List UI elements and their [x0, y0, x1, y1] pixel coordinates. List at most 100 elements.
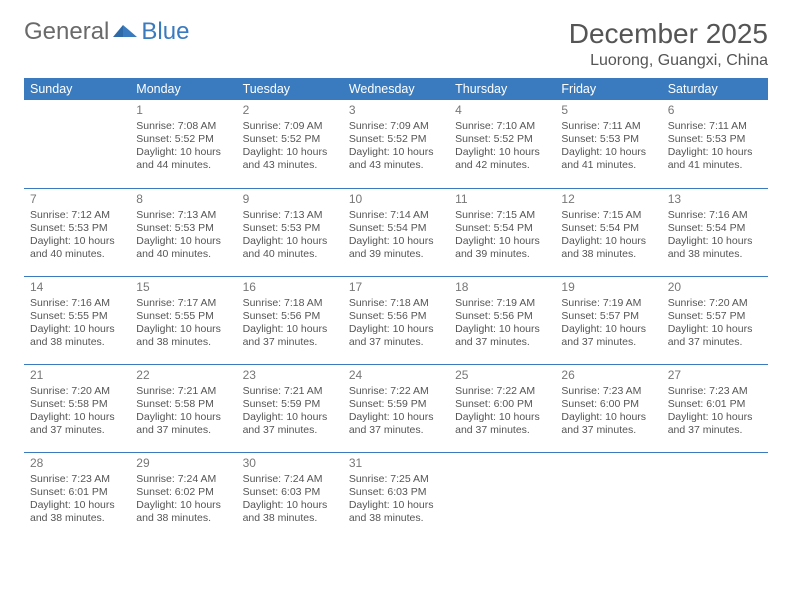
- calendar-day-cell: 9Sunrise: 7:13 AMSunset: 5:53 PMDaylight…: [237, 188, 343, 276]
- day-number: 15: [136, 280, 230, 295]
- sunrise-line: Sunrise: 7:20 AM: [668, 297, 762, 310]
- calendar-day-cell: 8Sunrise: 7:13 AMSunset: 5:53 PMDaylight…: [130, 188, 236, 276]
- daylight-line: and 40 minutes.: [136, 248, 230, 261]
- sunset-line: Sunset: 5:55 PM: [30, 310, 124, 323]
- calendar-day-cell: 10Sunrise: 7:14 AMSunset: 5:54 PMDayligh…: [343, 188, 449, 276]
- sunset-line: Sunset: 5:59 PM: [349, 398, 443, 411]
- sunset-line: Sunset: 5:52 PM: [136, 133, 230, 146]
- calendar-day-cell: 15Sunrise: 7:17 AMSunset: 5:55 PMDayligh…: [130, 276, 236, 364]
- daylight-line: and 44 minutes.: [136, 159, 230, 172]
- daylight-line: and 37 minutes.: [243, 336, 337, 349]
- day-number: 12: [561, 192, 655, 207]
- weekday-header: Thursday: [449, 78, 555, 100]
- page-title: December 2025: [569, 18, 768, 50]
- weekday-header: Saturday: [662, 78, 768, 100]
- brand-mark-icon: [113, 18, 139, 46]
- calendar-day-cell: 12Sunrise: 7:15 AMSunset: 5:54 PMDayligh…: [555, 188, 661, 276]
- sunrise-line: Sunrise: 7:13 AM: [136, 209, 230, 222]
- calendar-day-cell: 2Sunrise: 7:09 AMSunset: 5:52 PMDaylight…: [237, 100, 343, 188]
- calendar-day-cell: 3Sunrise: 7:09 AMSunset: 5:52 PMDaylight…: [343, 100, 449, 188]
- daylight-line: Daylight: 10 hours: [243, 235, 337, 248]
- day-number: 9: [243, 192, 337, 207]
- calendar-table: SundayMondayTuesdayWednesdayThursdayFrid…: [24, 78, 768, 540]
- daylight-line: Daylight: 10 hours: [136, 235, 230, 248]
- sunset-line: Sunset: 6:03 PM: [243, 486, 337, 499]
- day-number: 18: [455, 280, 549, 295]
- day-number: 30: [243, 456, 337, 471]
- sunrise-line: Sunrise: 7:25 AM: [349, 473, 443, 486]
- daylight-line: and 37 minutes.: [668, 336, 762, 349]
- daylight-line: and 39 minutes.: [349, 248, 443, 261]
- sunrise-line: Sunrise: 7:09 AM: [243, 120, 337, 133]
- calendar-day-cell: 19Sunrise: 7:19 AMSunset: 5:57 PMDayligh…: [555, 276, 661, 364]
- day-number: 27: [668, 368, 762, 383]
- daylight-line: Daylight: 10 hours: [455, 235, 549, 248]
- day-number: 19: [561, 280, 655, 295]
- sunset-line: Sunset: 5:52 PM: [243, 133, 337, 146]
- sunset-line: Sunset: 6:00 PM: [561, 398, 655, 411]
- sunset-line: Sunset: 5:59 PM: [243, 398, 337, 411]
- day-number: 1: [136, 103, 230, 118]
- daylight-line: and 38 minutes.: [136, 336, 230, 349]
- daylight-line: Daylight: 10 hours: [243, 411, 337, 424]
- day-number: 17: [349, 280, 443, 295]
- sunrise-line: Sunrise: 7:20 AM: [30, 385, 124, 398]
- sunrise-line: Sunrise: 7:13 AM: [243, 209, 337, 222]
- calendar-day-cell: 22Sunrise: 7:21 AMSunset: 5:58 PMDayligh…: [130, 364, 236, 452]
- daylight-line: and 38 minutes.: [30, 512, 124, 525]
- day-number: 16: [243, 280, 337, 295]
- daylight-line: Daylight: 10 hours: [136, 146, 230, 159]
- sunset-line: Sunset: 5:52 PM: [455, 133, 549, 146]
- day-number: 10: [349, 192, 443, 207]
- daylight-line: and 40 minutes.: [243, 248, 337, 261]
- sunrise-line: Sunrise: 7:16 AM: [668, 209, 762, 222]
- calendar-day-cell: 14Sunrise: 7:16 AMSunset: 5:55 PMDayligh…: [24, 276, 130, 364]
- calendar-day-cell: 11Sunrise: 7:15 AMSunset: 5:54 PMDayligh…: [449, 188, 555, 276]
- daylight-line: Daylight: 10 hours: [561, 235, 655, 248]
- calendar-day-cell: 25Sunrise: 7:22 AMSunset: 6:00 PMDayligh…: [449, 364, 555, 452]
- daylight-line: and 37 minutes.: [668, 424, 762, 437]
- sunset-line: Sunset: 5:54 PM: [349, 222, 443, 235]
- sunset-line: Sunset: 6:03 PM: [349, 486, 443, 499]
- sunrise-line: Sunrise: 7:23 AM: [561, 385, 655, 398]
- daylight-line: and 41 minutes.: [668, 159, 762, 172]
- sunset-line: Sunset: 5:53 PM: [668, 133, 762, 146]
- daylight-line: and 38 minutes.: [136, 512, 230, 525]
- daylight-line: and 42 minutes.: [455, 159, 549, 172]
- daylight-line: Daylight: 10 hours: [349, 411, 443, 424]
- daylight-line: Daylight: 10 hours: [455, 146, 549, 159]
- weekday-header: Monday: [130, 78, 236, 100]
- daylight-line: Daylight: 10 hours: [349, 499, 443, 512]
- daylight-line: Daylight: 10 hours: [668, 235, 762, 248]
- day-number: 14: [30, 280, 124, 295]
- daylight-line: and 37 minutes.: [349, 424, 443, 437]
- brand-part1: General: [24, 18, 109, 46]
- sunrise-line: Sunrise: 7:18 AM: [243, 297, 337, 310]
- sunset-line: Sunset: 5:57 PM: [561, 310, 655, 323]
- daylight-line: Daylight: 10 hours: [668, 323, 762, 336]
- day-number: 24: [349, 368, 443, 383]
- day-number: 22: [136, 368, 230, 383]
- daylight-line: and 37 minutes.: [561, 336, 655, 349]
- daylight-line: Daylight: 10 hours: [136, 323, 230, 336]
- day-number: 6: [668, 103, 762, 118]
- daylight-line: and 37 minutes.: [136, 424, 230, 437]
- sunrise-line: Sunrise: 7:24 AM: [136, 473, 230, 486]
- daylight-line: Daylight: 10 hours: [136, 411, 230, 424]
- daylight-line: Daylight: 10 hours: [243, 146, 337, 159]
- daylight-line: Daylight: 10 hours: [561, 146, 655, 159]
- daylight-line: and 40 minutes.: [30, 248, 124, 261]
- sunset-line: Sunset: 6:01 PM: [668, 398, 762, 411]
- calendar-day-cell: [24, 100, 130, 188]
- calendar-day-cell: 17Sunrise: 7:18 AMSunset: 5:56 PMDayligh…: [343, 276, 449, 364]
- daylight-line: and 43 minutes.: [243, 159, 337, 172]
- calendar-day-cell: [555, 452, 661, 540]
- sunrise-line: Sunrise: 7:22 AM: [455, 385, 549, 398]
- sunset-line: Sunset: 5:53 PM: [136, 222, 230, 235]
- sunrise-line: Sunrise: 7:23 AM: [668, 385, 762, 398]
- day-number: 13: [668, 192, 762, 207]
- daylight-line: and 37 minutes.: [455, 424, 549, 437]
- daylight-line: Daylight: 10 hours: [243, 499, 337, 512]
- sunset-line: Sunset: 5:54 PM: [561, 222, 655, 235]
- sunrise-line: Sunrise: 7:22 AM: [349, 385, 443, 398]
